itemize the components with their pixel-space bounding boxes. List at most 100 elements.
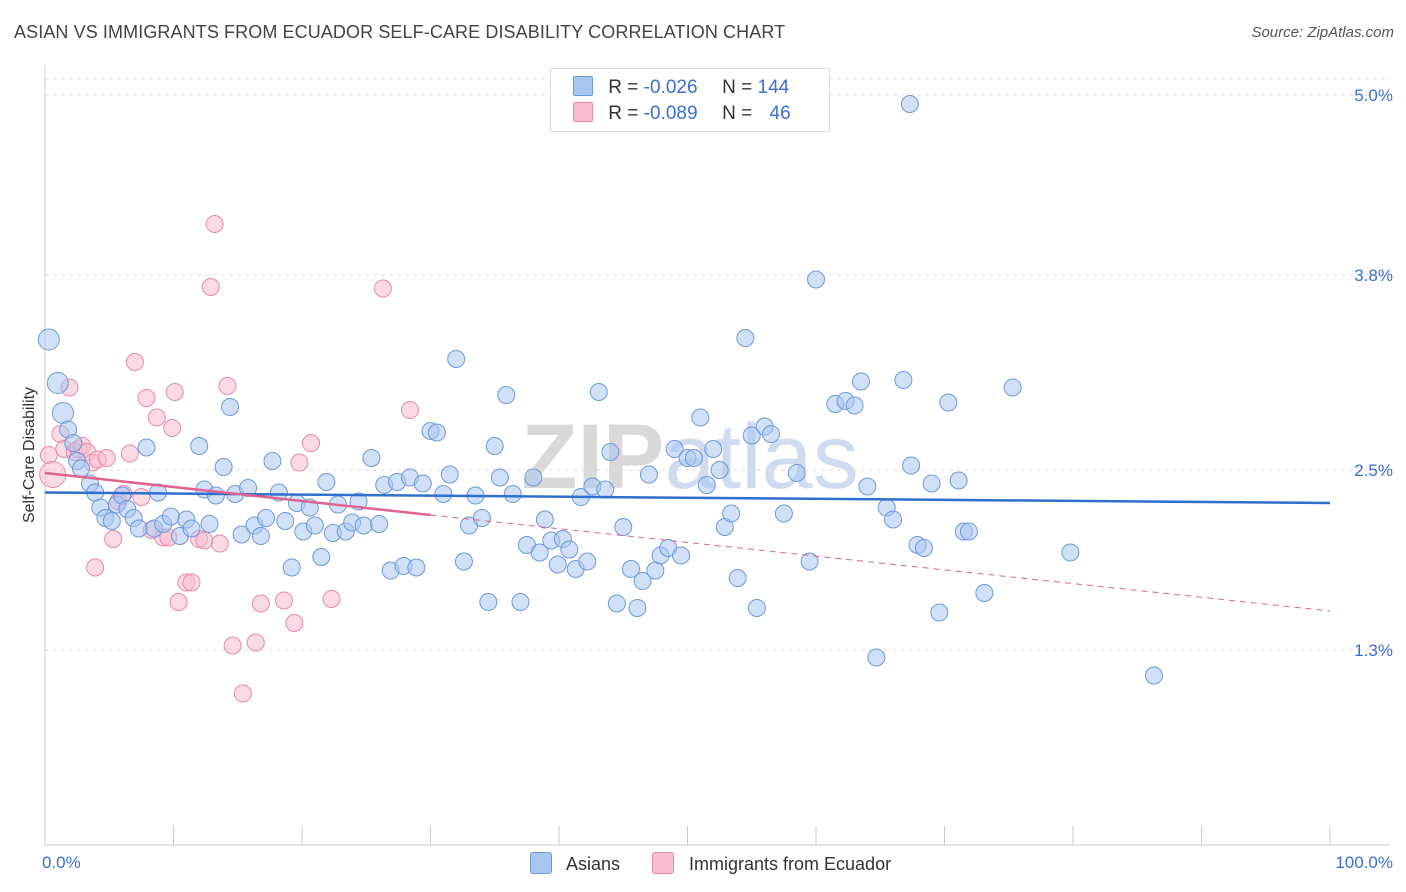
asian-point <box>728 569 747 587</box>
asian-point <box>472 509 491 527</box>
bottom-legend-asians: Asians <box>530 852 620 875</box>
asian-point <box>190 437 209 455</box>
ecuador-point <box>246 633 265 652</box>
bottom-legend-swatch-pink <box>652 852 674 874</box>
asian-point <box>434 485 453 503</box>
y-tick-label: 1.3% <box>1354 641 1393 660</box>
asian-point <box>485 437 504 455</box>
asian-point <box>614 518 633 536</box>
asian-point <box>37 328 60 351</box>
asian-point <box>914 539 933 557</box>
asian-point <box>71 459 90 478</box>
asian-point <box>607 594 626 613</box>
asian-point <box>601 443 620 461</box>
ecuador-point <box>218 377 237 395</box>
asian-point <box>959 522 978 541</box>
ecuador-point <box>104 530 123 548</box>
legend-n-value: 144 <box>757 77 790 98</box>
legend-swatch-blue <box>573 76 593 96</box>
asian-trend-line <box>44 491 1331 505</box>
asian-point <box>639 465 658 484</box>
legend-n-label: N = <box>722 103 753 124</box>
legend-row-asians: R = -0.026 N = 144 <box>573 76 789 100</box>
ecuador-point <box>301 434 320 452</box>
asian-point <box>774 504 793 523</box>
asian-point <box>684 449 703 467</box>
asian-point <box>161 507 180 526</box>
asian-point <box>858 477 877 496</box>
legend-r-value: -0.089 <box>643 103 698 124</box>
ecuador-point <box>137 389 156 407</box>
y-axis-label: Self-Care Disability <box>21 387 38 523</box>
asian-point <box>628 599 647 617</box>
legend-r-label: R = <box>608 77 639 98</box>
asian-point <box>975 584 994 602</box>
ecuador-point <box>97 449 116 467</box>
asian-point <box>722 504 741 523</box>
asian-point <box>665 440 684 458</box>
asian-point <box>710 461 729 479</box>
asian-point <box>251 527 270 545</box>
legend-r-label: R = <box>608 103 639 124</box>
trend-lines <box>44 471 1331 612</box>
correlation-legend: R = -0.026 N = 144 R = -0.089 N = 46 <box>550 68 830 132</box>
ecuador-point <box>400 401 419 419</box>
ecuador-point <box>210 534 229 553</box>
asian-point <box>362 449 381 467</box>
ecuador-points <box>39 215 419 703</box>
legend-n-value: 46 <box>769 103 791 124</box>
asian-point <box>646 561 665 580</box>
bottom-legend-swatch-blue <box>530 852 552 874</box>
ecuador-point <box>285 614 304 632</box>
ecuador-point <box>169 593 188 611</box>
ecuador-point <box>195 531 214 550</box>
asian-point <box>305 516 324 535</box>
asian-point <box>845 396 864 415</box>
asian-point <box>1061 543 1080 562</box>
asian-point <box>413 474 432 493</box>
asian-point <box>269 483 288 502</box>
ecuador-point <box>120 444 139 463</box>
asian-point <box>129 519 148 538</box>
asian-point <box>137 438 156 457</box>
x-tick-label-min: 0.0% <box>42 853 81 872</box>
ecuador-point <box>201 278 220 296</box>
asian-point <box>221 398 240 416</box>
asian-point <box>589 383 608 401</box>
asian-point <box>900 95 919 113</box>
bottom-legend-label-asians: Asians <box>566 854 621 874</box>
y-tick-label: 2.5% <box>1354 461 1393 480</box>
asian-point <box>407 558 426 577</box>
asian-point <box>276 512 295 530</box>
asian-point <box>503 485 522 503</box>
asian-point <box>490 468 509 487</box>
bottom-legend-ecuador: Immigrants from Ecuador <box>652 852 891 875</box>
asian-point <box>633 572 652 590</box>
asian-point <box>530 543 549 562</box>
asian-point <box>64 434 83 452</box>
asian-point <box>902 456 921 475</box>
asian-point <box>800 552 819 571</box>
asian-point <box>747 599 766 617</box>
asian-point <box>939 393 958 412</box>
asian-point <box>704 440 723 458</box>
asian-point <box>370 515 389 533</box>
legend-n-label: N = <box>722 77 753 98</box>
asian-point <box>46 372 69 394</box>
asian-point <box>697 476 716 494</box>
grid-lines <box>45 78 1390 651</box>
asian-point <box>447 350 466 368</box>
ecuador-point <box>147 408 166 427</box>
asian-point <box>497 386 516 404</box>
asian-point <box>427 423 446 442</box>
asian-points <box>37 95 1163 685</box>
ecuador-point <box>163 419 182 437</box>
ecuador-point <box>125 353 144 371</box>
ecuador-point <box>322 590 341 608</box>
ecuador-point <box>223 636 242 655</box>
asian-point <box>762 425 781 443</box>
legend-row-ecuador: R = -0.089 N = 46 <box>573 102 791 126</box>
ecuador-point <box>39 446 58 464</box>
x-tick-label-max: 100.0% <box>1335 853 1393 872</box>
